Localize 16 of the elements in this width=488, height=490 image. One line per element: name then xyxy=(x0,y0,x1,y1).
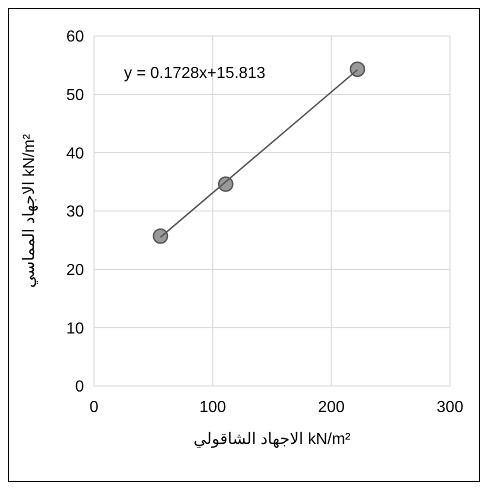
x-tick-label: 100 xyxy=(199,399,226,416)
x-tick-label: 300 xyxy=(436,399,464,416)
y-tick-label: 60 xyxy=(66,28,84,46)
y-tick-label: 0 xyxy=(75,378,84,396)
x-tick-label: 200 xyxy=(318,399,345,416)
x-axis-title: الاجهاد الشاقولي kN/m² xyxy=(194,431,352,448)
annotation: y = 0.1728x+15.813 xyxy=(124,65,266,82)
y-tick-label: 20 xyxy=(66,262,84,279)
y-axis-title: الاجهاد المماسي kN/m² xyxy=(21,133,38,288)
point xyxy=(350,62,366,77)
point xyxy=(152,228,168,244)
x-tick-label: 0 xyxy=(90,399,99,416)
y-tick-label: 30 xyxy=(66,204,84,221)
y-tick-label: 10 xyxy=(66,320,84,338)
y-tick-label: 40 xyxy=(66,145,84,162)
y-tick-label: 50 xyxy=(66,86,84,104)
